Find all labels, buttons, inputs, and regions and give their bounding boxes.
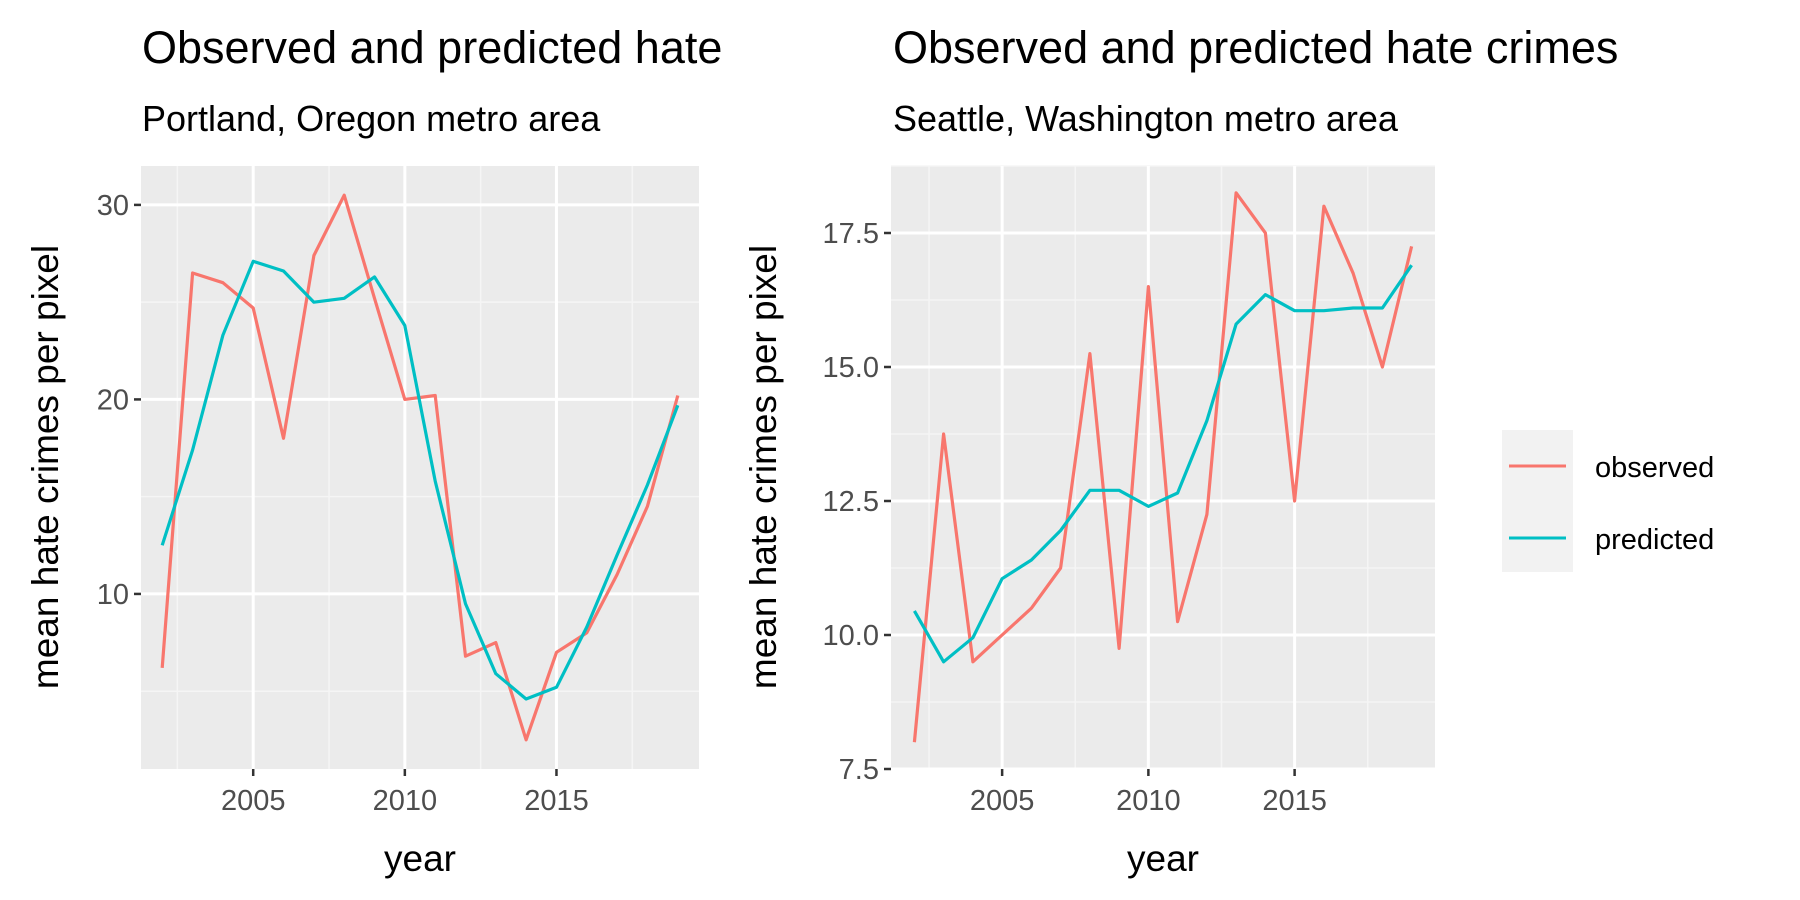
y-tick-label: 10 [97,579,129,611]
y-tick-label: 17.5 [823,218,879,250]
plot-area [141,166,699,769]
series-layer [160,193,680,742]
x-tick-label: 2005 [221,785,286,817]
axes: 2005 2010 2015 10 20 30 [97,190,589,817]
y-tick-label: 7.5 [839,754,879,786]
series-line-predicted [160,259,680,701]
x-tick-label: 2010 [1116,785,1181,817]
x-axis-title: year [1127,838,1199,879]
series-line-observed [912,191,1414,743]
x-axis-title: year [384,838,456,879]
grid [141,166,699,769]
chart-subtitle: Portland, Oregon metro area [142,98,601,139]
y-tick-label: 20 [97,384,129,416]
y-tick-label: 30 [97,190,129,222]
chart-title: Observed and predicted hate crimes [893,22,1618,73]
series-layer [912,191,1414,743]
series-line-predicted [913,264,1413,664]
y-tick-label: 12.5 [823,486,879,518]
x-tick-label: 2015 [524,785,589,817]
chart-title: Observed and predicted hate crimes [142,22,867,73]
y-tick-label: 15.0 [823,352,879,384]
axes: 2005 2010 2015 7.5 10.0 12.5 15.0 17.5 [823,218,1327,817]
y-axis-title: mean hate crimes per pixel [743,245,784,689]
grid [891,165,1435,771]
legend-label-predicted: predicted [1595,524,1714,556]
y-tick-label: 10.0 [823,620,879,652]
y-axis-title: mean hate crimes per pixel [25,245,66,689]
x-tick-label: 2015 [1262,785,1327,817]
portland-chart: Observed and predicted hate crimes Portl… [25,22,867,879]
chart-subtitle: Seattle, Washington metro area [893,98,1399,139]
legend: observed predicted [1502,430,1714,572]
x-tick-label: 2010 [373,785,438,817]
legend-label-observed: observed [1595,452,1714,484]
seattle-chart: Observed and predicted hate crimes Seatt… [743,22,1618,879]
x-tick-label: 2005 [970,785,1035,817]
